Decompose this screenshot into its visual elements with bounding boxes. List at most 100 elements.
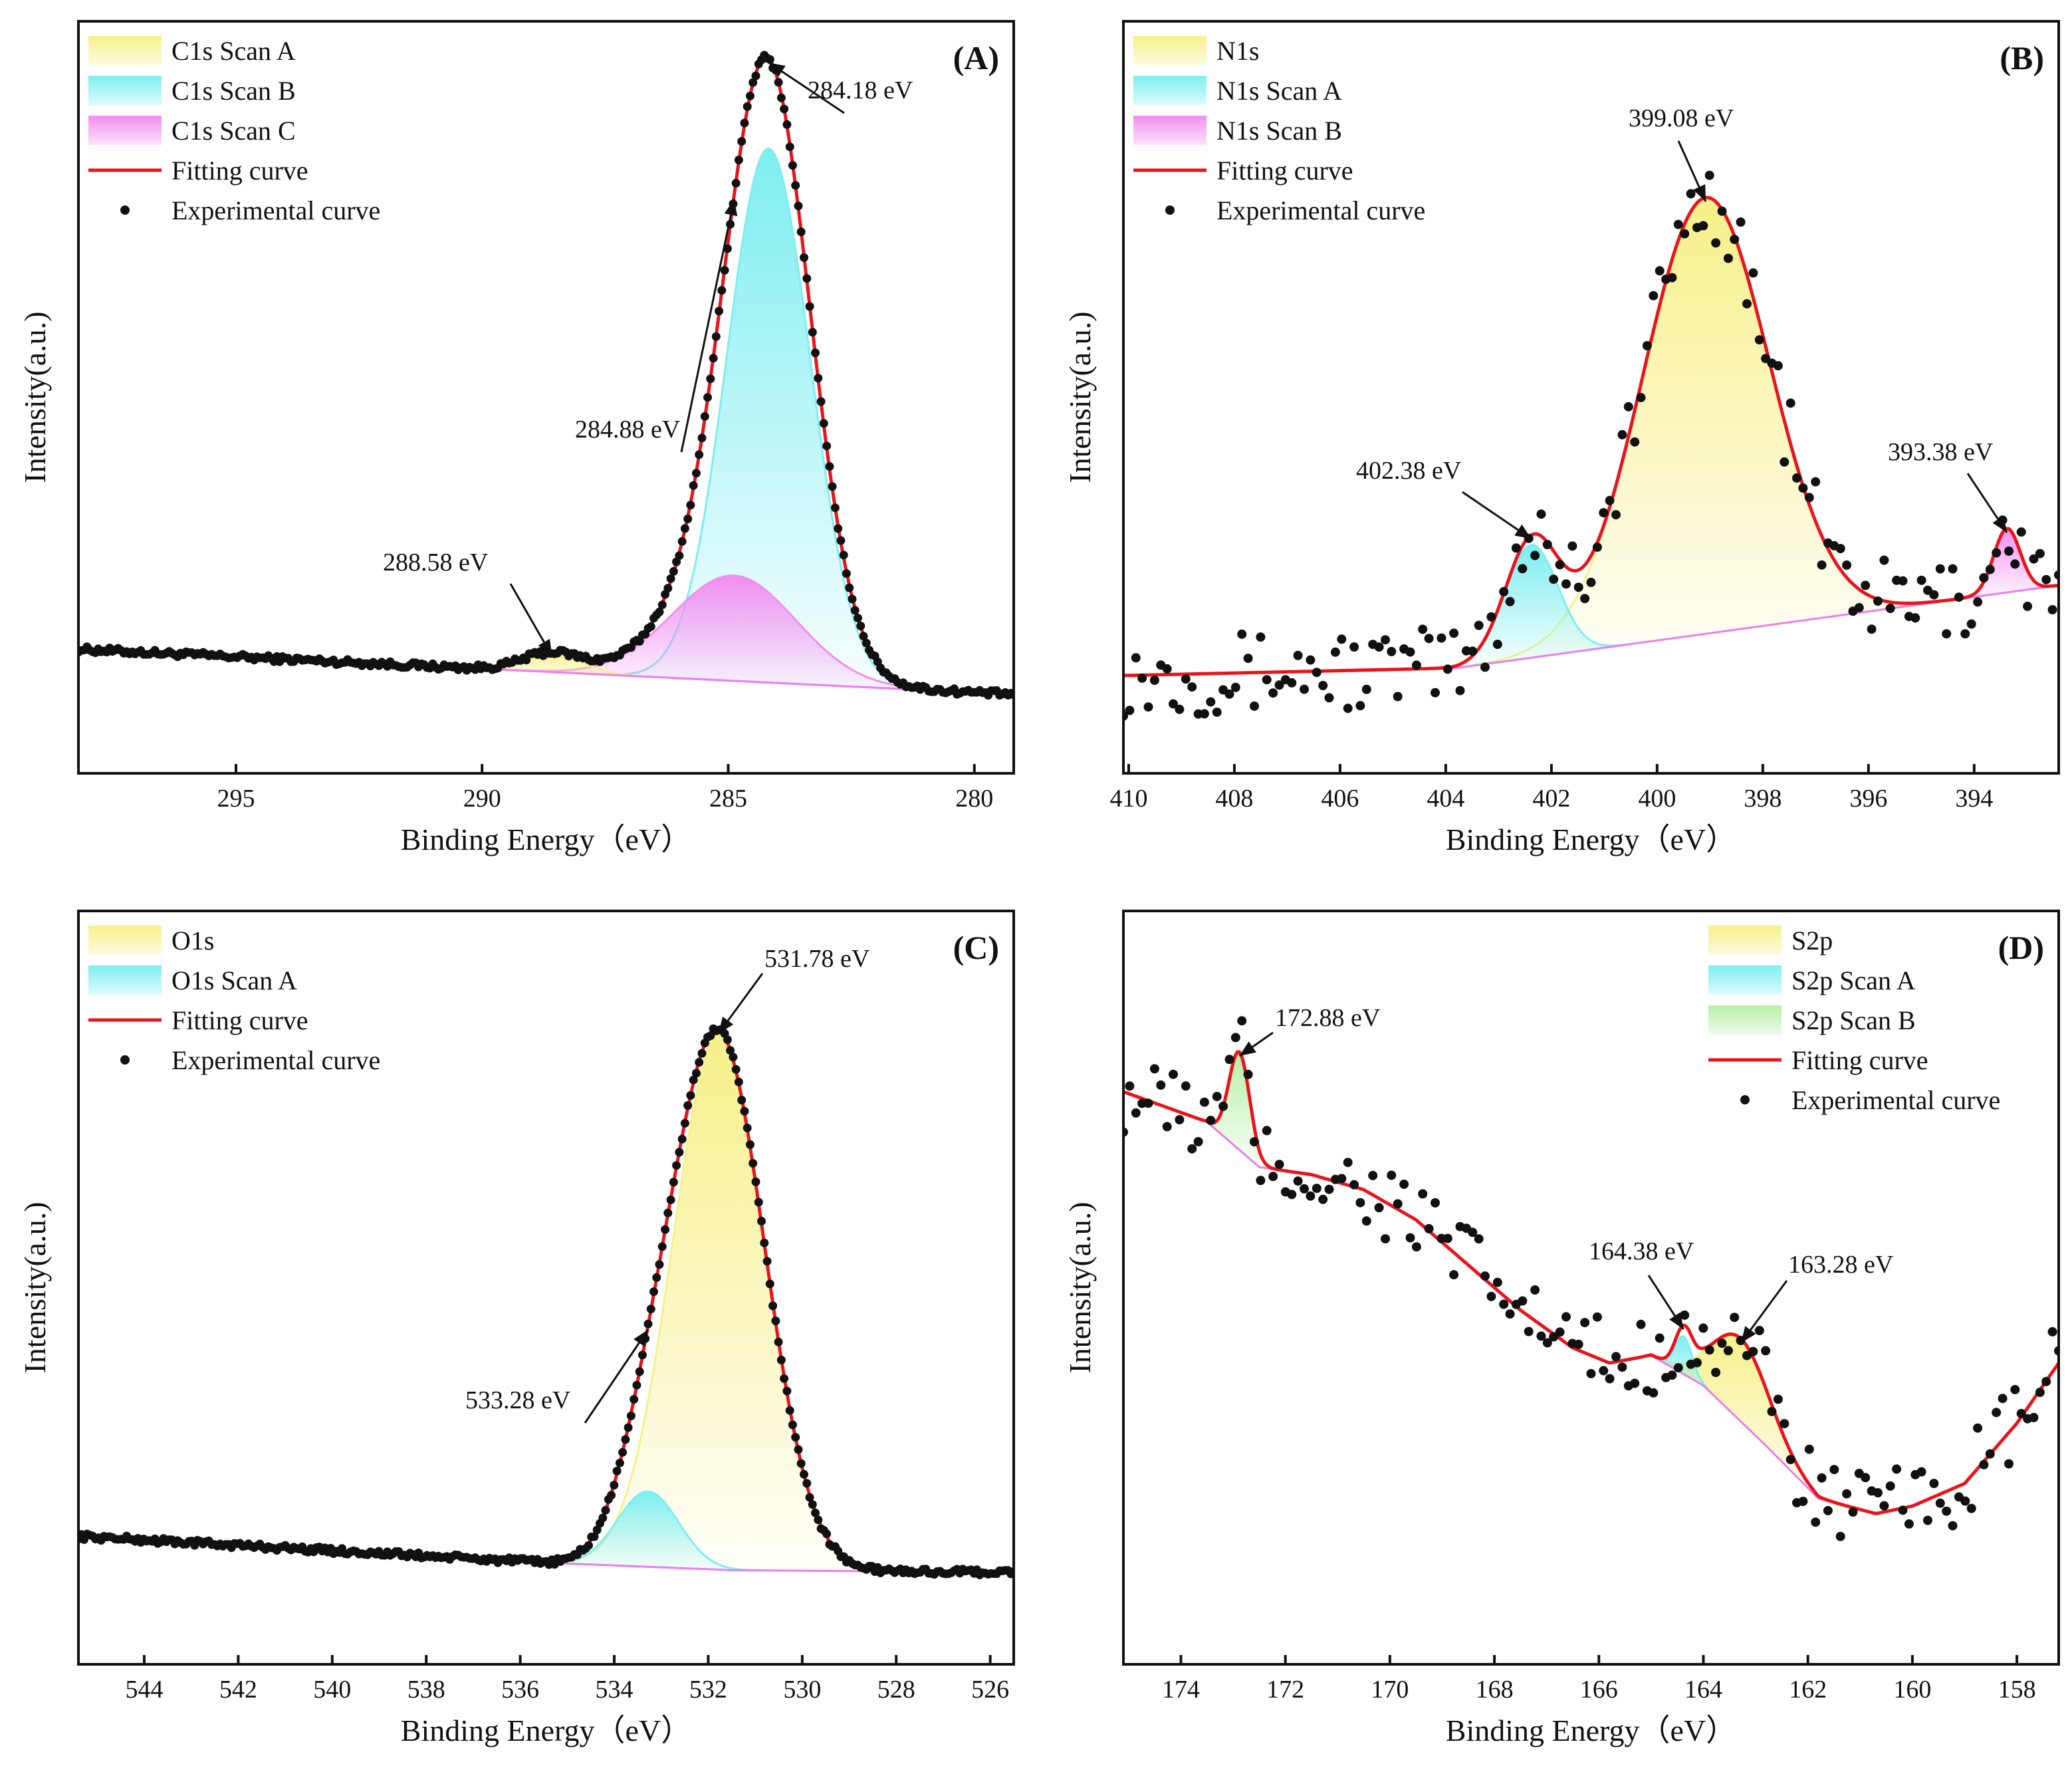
experimental-point (2023, 601, 2033, 611)
experimental-point (1368, 1170, 1378, 1180)
experimental-point (814, 1515, 823, 1525)
legend-point (1165, 205, 1175, 215)
experimental-point (2047, 605, 2057, 614)
experimental-point (1455, 686, 1465, 696)
experimental-point (669, 567, 678, 576)
experimental-point (1193, 1137, 1203, 1146)
experimental-point (1131, 653, 1141, 663)
experimental-point (1848, 1507, 1858, 1517)
experimental-point (1149, 1064, 1159, 1074)
experimental-point (1530, 551, 1540, 561)
experimental-point (1916, 1467, 1926, 1477)
experimental-point (2047, 1327, 2057, 1336)
x-tick-label: 406 (1321, 785, 1359, 813)
x-tick-label: 160 (1893, 1676, 1931, 1704)
arrowhead-icon (718, 1016, 734, 1034)
experimental-point (1374, 642, 1384, 652)
experimental-point (751, 71, 760, 80)
experimental-point (1468, 646, 1478, 656)
experimental-point (802, 1479, 812, 1488)
experimental-point (1499, 586, 1509, 596)
experimental-point (1399, 1180, 1409, 1189)
legend-label: C1s Scan A (172, 36, 296, 66)
experimental-point (811, 1508, 820, 1517)
experimental-point (689, 481, 698, 490)
x-tick-label: 166 (1580, 1676, 1618, 1704)
experimental-point (1224, 1055, 1234, 1065)
experimental-point (646, 622, 655, 631)
experimental-point (695, 1058, 704, 1067)
experimental-point (1567, 541, 1577, 551)
experimental-point (1125, 705, 1135, 715)
x-axis-label: Binding Energy（eV） (401, 1714, 691, 1747)
experimental-point (1237, 1016, 1247, 1026)
legend-label: Fitting curve (1791, 1045, 1928, 1075)
experimental-point (1916, 575, 1926, 585)
experimental-point (1992, 548, 2002, 558)
experimental-point (1212, 1092, 1222, 1102)
legend-label: Experimental curve (172, 195, 380, 225)
experimental-point (731, 179, 741, 188)
experimental-point (1935, 564, 1945, 574)
experimental-point (1549, 574, 1559, 584)
experimental-point (1692, 1358, 1702, 1368)
experimental-point (811, 348, 820, 358)
experimental-point (1704, 1345, 1714, 1355)
legend-label: N1s Scan B (1216, 116, 1342, 146)
legend-label: C1s Scan C (172, 116, 296, 146)
plot-area (78, 51, 1014, 700)
experimental-point (1998, 1394, 2008, 1404)
experimental-point (1761, 1346, 1771, 1356)
experimental-point (1250, 701, 1259, 711)
experimental-point (1411, 660, 1421, 670)
experimental-point (2041, 1376, 2051, 1386)
x-tick-label: 290 (463, 785, 501, 813)
experimental-point (1306, 655, 1316, 665)
experimental-point (1736, 217, 1746, 227)
experimental-point (1361, 1216, 1371, 1226)
legend-point (120, 205, 130, 215)
experimental-point (1449, 1270, 1459, 1280)
annotation-label: 164.38 eV (1589, 1237, 1694, 1265)
legend-swatch (1133, 76, 1207, 105)
experimental-point (1337, 634, 1347, 644)
experimental-point (788, 161, 797, 170)
experimental-point (854, 614, 862, 622)
experimental-point (748, 78, 758, 87)
experimental-point (740, 118, 749, 128)
experimental-point (1181, 674, 1191, 684)
panel-b: 410 408 406 404 402 400 398 396 394 Binding Energ… (1063, 20, 2060, 856)
experimental-point (1599, 508, 1609, 518)
experimental-point (1785, 398, 1795, 408)
plot-frame (1122, 20, 2060, 775)
x-tick-label: 394 (1955, 785, 1993, 813)
experimental-point (1948, 564, 1958, 574)
experimental-point (1268, 1172, 1278, 1182)
x-axis-label: Binding Energy（eV） (1446, 823, 1736, 856)
experimental-point (746, 1140, 754, 1149)
experimental-point (1206, 697, 1216, 707)
experimental-point (1960, 1496, 1970, 1506)
experimental-point (615, 1458, 624, 1467)
experimental-point (706, 1031, 715, 1041)
experimental-point (1717, 206, 1727, 216)
legend-swatch (88, 116, 162, 145)
legend: C1s Scan A C1s Scan B C1s Scan C Fitting cu… (88, 36, 380, 225)
experimental-point (776, 93, 786, 102)
fitting-curve (1123, 195, 2059, 678)
experimental-point (1355, 701, 1365, 711)
experimental-point (1293, 650, 1303, 660)
experimental-point (1131, 1108, 1141, 1118)
experimental-point (1580, 594, 1590, 604)
experimental-point (1486, 1291, 1496, 1301)
x-tick-label: 174 (1162, 1676, 1200, 1704)
experimental-point (1854, 602, 1864, 612)
experimental-point (657, 600, 667, 610)
plot-frame (77, 910, 1015, 1666)
experimental-point (689, 1075, 698, 1084)
experimental-point (1960, 629, 1970, 639)
annotation-label: 533.28 eV (465, 1386, 571, 1414)
plot-frame (77, 20, 1015, 775)
y-axis-label: Intensity(a.u.) (18, 1202, 52, 1373)
